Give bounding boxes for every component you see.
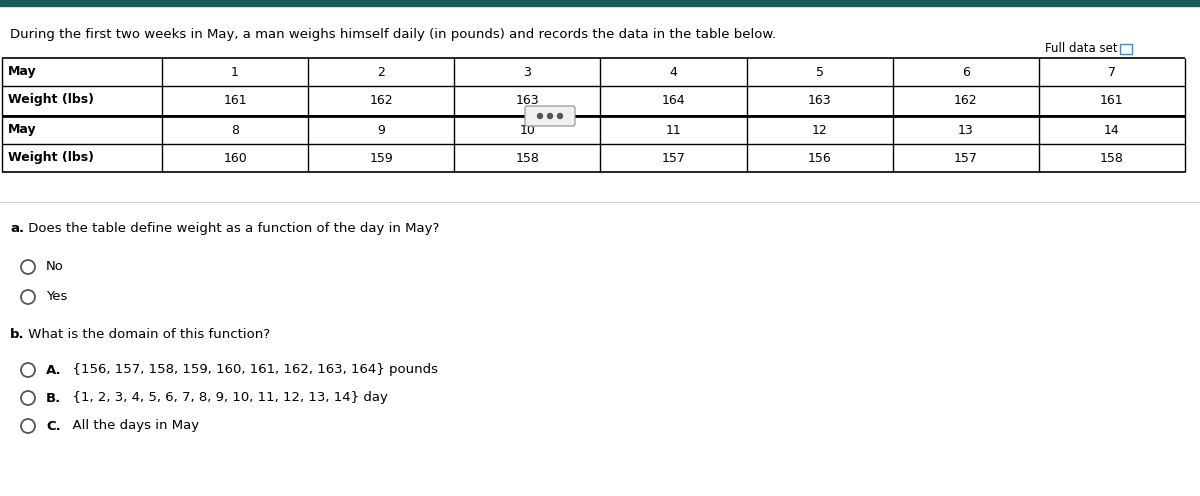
Text: 164: 164 [661,94,685,107]
Text: 161: 161 [223,94,247,107]
Text: 161: 161 [1100,94,1123,107]
FancyBboxPatch shape [526,106,575,126]
Text: May: May [8,124,37,136]
Text: 5: 5 [816,65,823,78]
Text: All the days in May: All the days in May [64,420,199,433]
Text: {156, 157, 158, 159, 160, 161, 162, 163, 164} pounds: {156, 157, 158, 159, 160, 161, 162, 163,… [64,364,438,376]
Text: Does the table define weight as a function of the day in May?: Does the table define weight as a functi… [24,222,439,235]
Text: 6: 6 [962,65,970,78]
Text: 14: 14 [1104,124,1120,136]
FancyBboxPatch shape [1120,44,1132,54]
Text: 163: 163 [516,94,539,107]
Text: May: May [8,65,37,78]
Text: No: No [46,260,64,273]
Text: What is the domain of this function?: What is the domain of this function? [24,328,270,342]
Circle shape [558,114,563,119]
Text: Full data set: Full data set [1045,42,1118,55]
Bar [0,0,1200,6]
Text: 158: 158 [1100,151,1124,165]
Text: 162: 162 [954,94,978,107]
Text: 11: 11 [666,124,682,136]
Text: 4: 4 [670,65,678,78]
Text: 13: 13 [958,124,973,136]
Text: 3: 3 [523,65,532,78]
Text: 10: 10 [520,124,535,136]
Text: 158: 158 [516,151,539,165]
Text: A.: A. [46,364,61,376]
Text: 8: 8 [232,124,239,136]
Text: 2: 2 [377,65,385,78]
Text: a.: a. [10,222,24,235]
Circle shape [538,114,542,119]
Text: 156: 156 [808,151,832,165]
Text: 162: 162 [370,94,394,107]
Text: {1, 2, 3, 4, 5, 6, 7, 8, 9, 10, 11, 12, 13, 14} day: {1, 2, 3, 4, 5, 6, 7, 8, 9, 10, 11, 12, … [64,391,388,405]
Circle shape [547,114,552,119]
Text: 159: 159 [370,151,394,165]
Text: Yes: Yes [46,291,67,304]
Text: 157: 157 [661,151,685,165]
Text: 157: 157 [954,151,978,165]
Text: Weight (lbs): Weight (lbs) [8,151,94,165]
Text: 9: 9 [377,124,385,136]
Text: 7: 7 [1108,65,1116,78]
Text: 160: 160 [223,151,247,165]
Text: C.: C. [46,420,61,433]
Text: b.: b. [10,328,25,342]
Text: Weight (lbs): Weight (lbs) [8,94,94,107]
Text: During the first two weeks in May, a man weighs himself daily (in pounds) and re: During the first two weeks in May, a man… [10,28,776,41]
Text: B.: B. [46,391,61,405]
Text: 1: 1 [232,65,239,78]
Text: 163: 163 [808,94,832,107]
Text: 12: 12 [811,124,828,136]
